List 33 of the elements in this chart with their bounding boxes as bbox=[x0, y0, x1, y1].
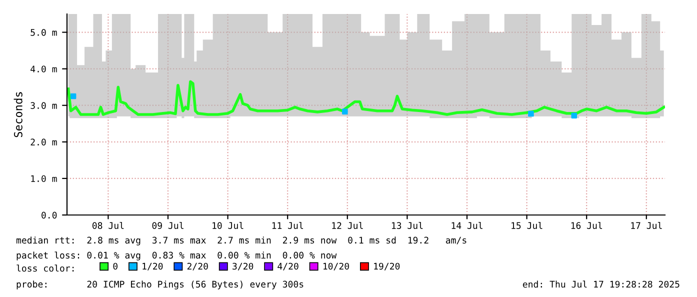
legend-label: 19/20 bbox=[374, 262, 400, 270]
y-tick-label: 1.0 m bbox=[31, 175, 57, 182]
text: probe: 20 ICMP Echo Pings (56 Bytes) every 300s bbox=[16, 280, 304, 290]
x-tick-label: 12 Jul bbox=[332, 222, 363, 229]
point bbox=[571, 112, 578, 118]
point bbox=[342, 108, 348, 114]
text: loss color: bbox=[16, 264, 74, 272]
x-tick-label: 13 Jul bbox=[392, 222, 423, 229]
text: median rtt: 2.8 ms avg 3.7 ms max 2.7 ms min 2.9 ms now 0.1 ms sd 19.2 am/s bbox=[16, 236, 466, 246]
x-tick-label: 16 Jul bbox=[571, 222, 602, 229]
legend-label: 3/20 bbox=[232, 262, 254, 270]
y-tick-label: 3.0 m bbox=[30, 102, 57, 109]
x-tick-label: 15 Jul bbox=[512, 222, 542, 229]
point bbox=[70, 93, 76, 100]
y-tick-label: 5.0 m bbox=[30, 29, 57, 36]
x-tick-label: 17 Jul bbox=[631, 222, 662, 229]
legend-label: 2/20 bbox=[187, 262, 208, 270]
x-tick-label: 11 Jul bbox=[272, 222, 304, 229]
x-tick-label: 08 Jul bbox=[92, 222, 124, 229]
text: end: Thu Jul 17 19:28:28 2025 bbox=[522, 280, 680, 288]
point bbox=[528, 110, 534, 117]
y-axis-title: Seconds bbox=[14, 92, 22, 138]
legend-label: 4/20 bbox=[278, 262, 298, 270]
x-tick-label: 14 Jul bbox=[452, 222, 482, 229]
y-tick-label: 2.0 m bbox=[30, 138, 57, 146]
x-tick-label: 09 Jul bbox=[152, 222, 184, 229]
y-tick-label: 4.0 m bbox=[30, 66, 57, 72]
text: packet loss: 0.01 % avg 0.83 % max 0.00 % min 0.00 % now bbox=[16, 252, 337, 260]
legend-label: 0 bbox=[113, 262, 118, 270]
x-tick-label: 10 Jul bbox=[212, 222, 244, 229]
y-tick-label: 0.0 bbox=[42, 212, 57, 219]
legend-label: 1/20 bbox=[142, 262, 163, 270]
legend-label: 10/20 bbox=[323, 262, 349, 270]
